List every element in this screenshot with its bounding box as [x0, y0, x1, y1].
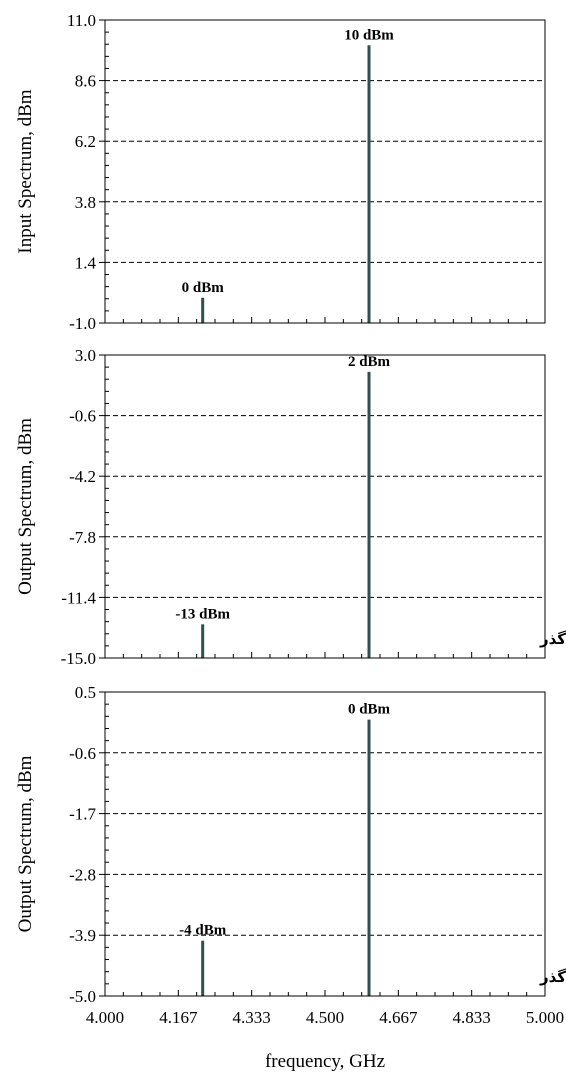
x-axis-title: frequency, GHz: [265, 1051, 385, 1072]
y-tick-label: -2.8: [69, 865, 96, 884]
data-label: 10 dBm: [344, 27, 394, 43]
x-tick-label: 4.500: [306, 1008, 344, 1027]
data-label: 0 dBm: [348, 702, 391, 718]
y-tick-label: -1.0: [69, 314, 96, 333]
y-axis-title: Output Spectrum, dBm: [15, 755, 36, 932]
y-tick-label: 1.4: [75, 253, 97, 272]
y-axis-title: Input Spectrum, dBm: [15, 89, 36, 253]
filter-annotation: با فیلتر میان گذر: [539, 968, 566, 986]
data-label: 0 dBm: [182, 280, 225, 296]
y-tick-label: -4.2: [69, 467, 96, 486]
spectrum-panel-1: -1.0 1.4 3.8 6.2 8.6 11.0 0 dBm 10 dBm Input Spe…: [15, 11, 546, 333]
y-tick-label: 8.6: [75, 72, 96, 91]
data-label: 2 dBm: [348, 354, 391, 370]
y-tick-label: -0.6: [69, 407, 96, 426]
y-tick-label: 3.0: [75, 346, 96, 365]
y-axis-title: Output Spectrum, dBm: [15, 418, 36, 595]
x-tick-label: 4.000: [86, 1008, 124, 1027]
data-label: -13 dBm: [175, 606, 230, 622]
x-tick-label: 4.333: [233, 1008, 271, 1027]
x-tick-label: 4.833: [453, 1008, 491, 1027]
y-tick-label: 3.8: [75, 193, 96, 212]
data-label: -4 dBm: [179, 923, 227, 939]
y-tick-label: 11.0: [67, 11, 96, 30]
y-tick-label: -15.0: [61, 649, 96, 668]
x-tick-label: 4.667: [379, 1008, 418, 1027]
spectrum-panel-3: -5.0 -3.9 -2.8 -1.7 -0.6 0.5 -4 dBm 0 dBm Output…: [15, 683, 566, 1006]
y-tick-label: -11.4: [61, 588, 96, 607]
y-tick-label: 6.2: [75, 132, 96, 151]
filter-annotation: بدون فیلتر میان گذر: [539, 630, 566, 648]
plot-frame: [104, 691, 546, 997]
y-tick-label: -3.9: [69, 926, 96, 945]
y-tick-label: -5.0: [69, 987, 96, 1006]
plot-frame: [104, 19, 546, 324]
y-tick-label: 0.5: [75, 683, 96, 702]
y-tick-label: -7.8: [69, 528, 96, 547]
x-tick-label: 4.167: [159, 1008, 198, 1027]
spectrum-panel-2: -15.0 -11.4 -7.8 -4.2 -0.6 3.0 -13 dBm 2 dBm Out…: [15, 346, 566, 668]
y-tick-label: -0.6: [69, 744, 96, 763]
x-tick-label: 5.000: [526, 1008, 564, 1027]
y-tick-label: -1.7: [69, 805, 96, 824]
plot-frame: [104, 354, 546, 659]
